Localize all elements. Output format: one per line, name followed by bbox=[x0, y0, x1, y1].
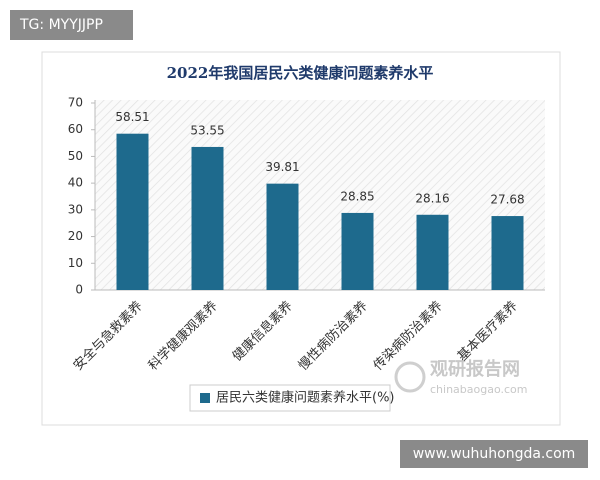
value-label: 39.81 bbox=[265, 160, 299, 174]
value-label: 53.55 bbox=[190, 123, 224, 137]
tag-box bbox=[10, 10, 133, 40]
bar bbox=[116, 133, 149, 290]
y-tick-label: 10 bbox=[68, 256, 83, 270]
y-tick-label: 20 bbox=[68, 229, 83, 243]
y-tick-label: 60 bbox=[68, 122, 83, 136]
y-tick-label: 0 bbox=[75, 283, 83, 297]
bar bbox=[491, 216, 524, 290]
value-label: 28.16 bbox=[415, 191, 449, 205]
y-tick-label: 40 bbox=[68, 176, 83, 190]
bar bbox=[266, 183, 299, 290]
tag-text: TG: MYYJJPP bbox=[19, 17, 103, 33]
site-text: www.wuhuhongda.com bbox=[413, 446, 576, 462]
value-label: 27.68 bbox=[490, 193, 524, 207]
watermark-url: chinabaogao.com bbox=[430, 383, 528, 396]
legend-label: 居民六类健康问题素养水平(%) bbox=[216, 390, 395, 406]
legend-swatch bbox=[200, 393, 210, 403]
legend bbox=[189, 384, 391, 412]
plot-area bbox=[95, 100, 545, 290]
watermark-logo bbox=[394, 361, 426, 393]
bar bbox=[416, 214, 449, 290]
site-box bbox=[400, 440, 588, 468]
chart-title: 2022年我国居民六类健康问题素养水平 bbox=[167, 64, 434, 82]
value-label: 58.51 bbox=[115, 110, 149, 124]
bar bbox=[341, 212, 374, 290]
bar bbox=[191, 146, 224, 290]
value-label: 28.85 bbox=[340, 189, 374, 203]
y-tick-label: 30 bbox=[68, 202, 83, 216]
y-tick-label: 70 bbox=[68, 96, 83, 110]
y-tick-label: 50 bbox=[68, 149, 83, 163]
watermark: 观研报告网 bbox=[430, 358, 520, 380]
